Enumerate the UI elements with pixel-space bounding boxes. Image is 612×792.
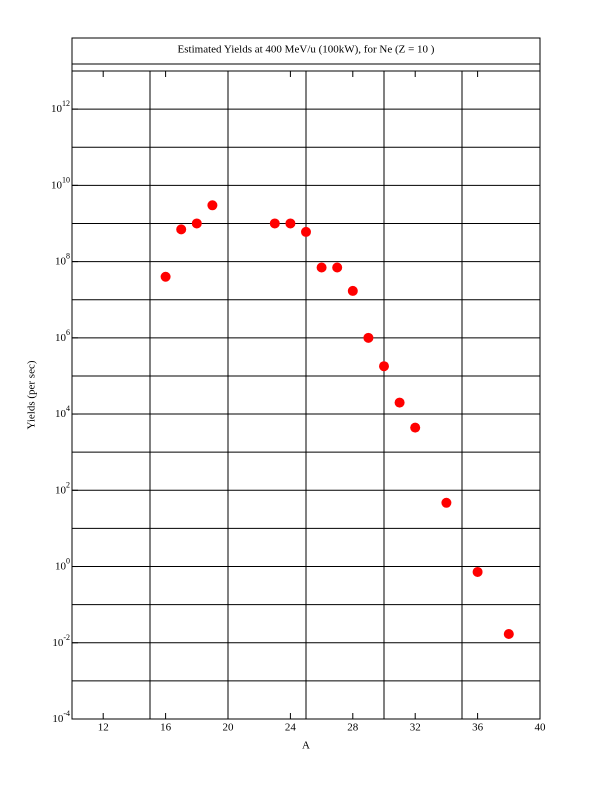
y-axis-label: Yields (per sec) (26, 360, 38, 429)
y-tick-label: 1012 (51, 99, 70, 115)
data-point (363, 332, 374, 343)
x-tick-label: 28 (347, 722, 359, 734)
data-point (332, 262, 343, 273)
data-point (379, 361, 389, 372)
y-tick-exponent: -2 (63, 633, 70, 642)
y-tick-label: 1010 (51, 175, 70, 191)
data-point (410, 422, 421, 433)
y-tick-label: 104 (55, 404, 70, 420)
y-tick-exponent: 10 (62, 175, 70, 184)
data-point (347, 285, 358, 296)
chart-title: Estimated Yields at 400 MeV/u (100kW), f… (178, 44, 435, 56)
y-tick-exponent: -4 (63, 709, 70, 718)
y-tick-base: 10 (55, 484, 67, 496)
data-point (441, 497, 452, 508)
x-tick-label: 32 (410, 722, 421, 734)
x-tick-label: 12 (98, 722, 109, 734)
y-tick-label: 102 (55, 480, 70, 496)
data-point (269, 218, 280, 229)
y-tick-base: 10 (51, 103, 63, 115)
y-tick-base: 10 (55, 331, 67, 343)
y-tick-exponent: 2 (66, 480, 70, 489)
y-tick-base: 10 (52, 636, 64, 648)
x-tick-label: 20 (223, 722, 235, 734)
data-point (176, 224, 187, 235)
data-point (394, 397, 405, 408)
x-tick-label: 24 (285, 722, 297, 734)
y-tick-base: 10 (55, 408, 67, 420)
data-point (503, 628, 514, 639)
x-tick-label: 40 (535, 722, 547, 734)
data-point (207, 200, 218, 211)
y-tick-base: 10 (55, 255, 67, 267)
y-tick-exponent: 8 (66, 251, 70, 260)
x-axis-label: A (302, 740, 310, 752)
y-tick-exponent: 4 (66, 404, 70, 413)
y-tick-exponent: 12 (62, 99, 70, 108)
x-tick-label: 36 (472, 722, 484, 734)
y-tick-exponent: 0 (66, 556, 70, 565)
data-point (285, 218, 296, 229)
x-tick-label: 16 (160, 722, 172, 734)
data-point (160, 271, 171, 282)
y-tick-label: 10-2 (52, 633, 70, 649)
y-tick-base: 10 (55, 560, 67, 572)
data-point (191, 218, 202, 229)
data-point (301, 226, 311, 237)
y-tick-label: 106 (55, 328, 70, 344)
y-tick-base: 10 (52, 713, 64, 725)
y-tick-base: 10 (51, 179, 63, 191)
y-tick-label: 100 (55, 556, 70, 572)
y-tick-exponent: 6 (66, 328, 70, 337)
data-point (316, 262, 327, 273)
y-tick-label: 108 (55, 251, 70, 267)
data-point (472, 566, 483, 577)
y-tick-label: 10-4 (52, 709, 70, 725)
